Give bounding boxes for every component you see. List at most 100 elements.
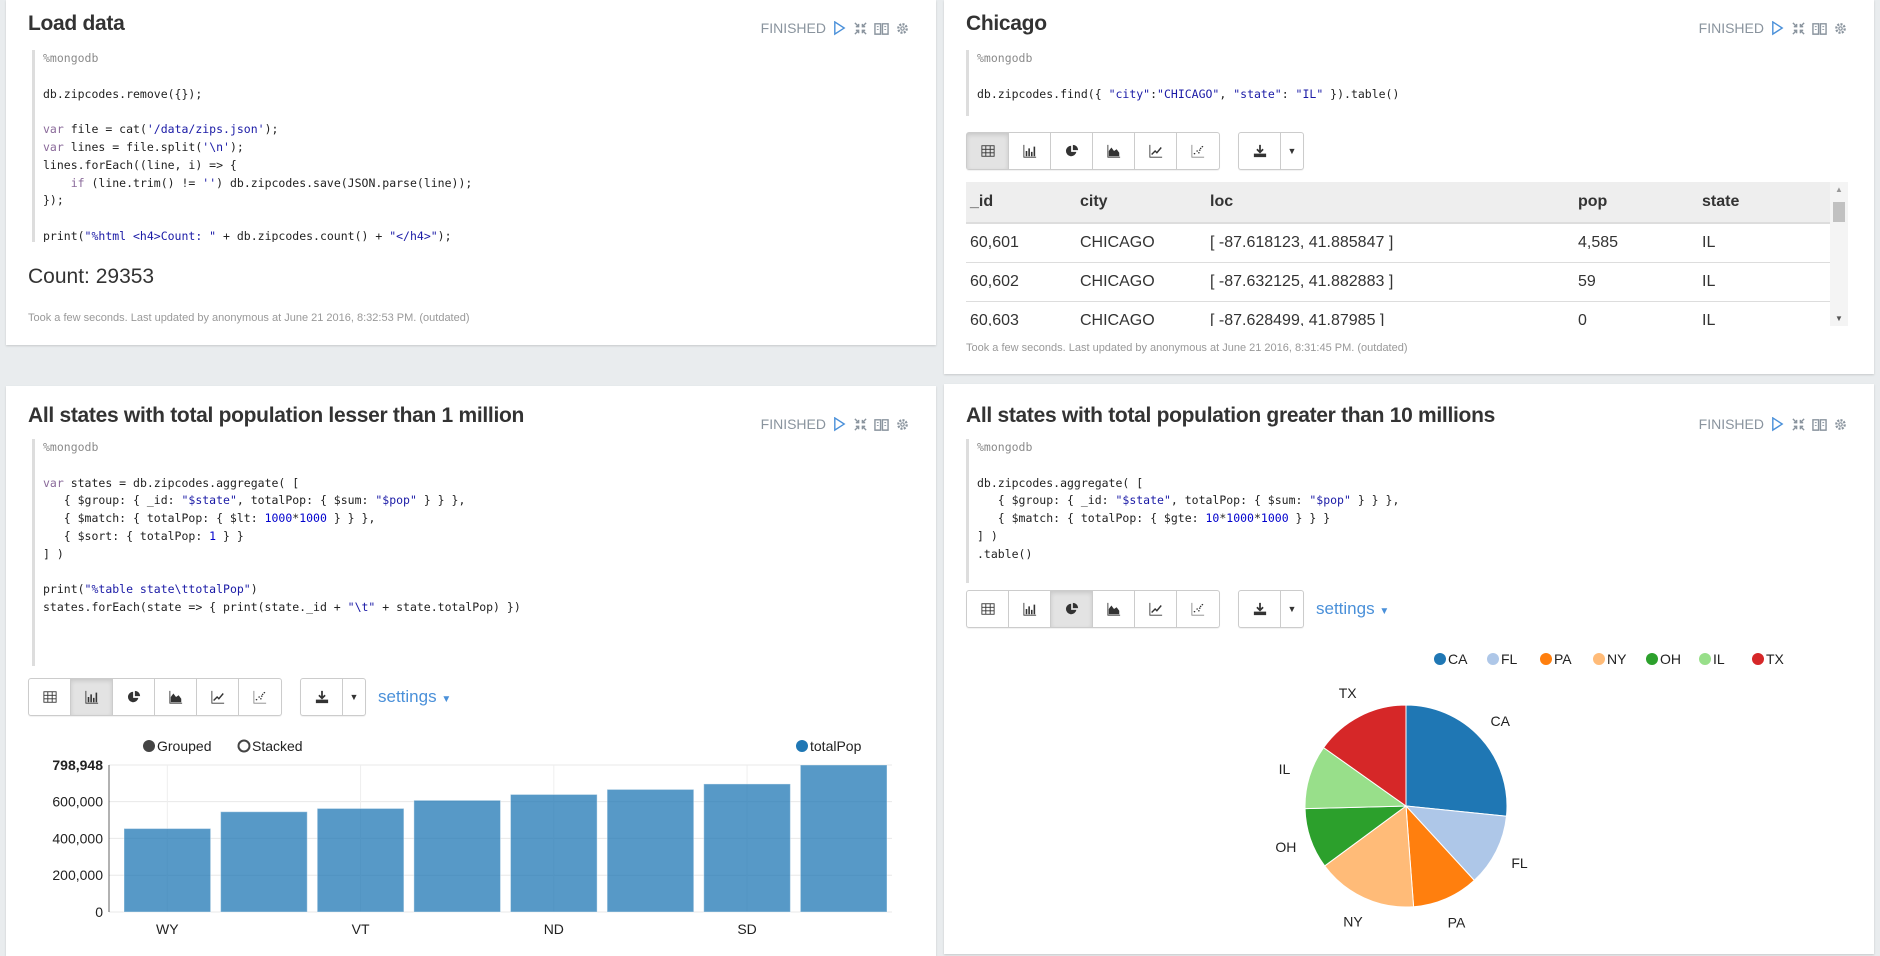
slice-label: PA: [1448, 915, 1466, 931]
visualization-toolbar: ▼ settings ▼: [966, 590, 1389, 628]
collapse-icon[interactable]: [1791, 21, 1806, 36]
scatter-chart-icon: [253, 690, 267, 704]
paragraph-title[interactable]: All states with total population greater…: [966, 404, 1495, 427]
grouped-label: Grouped: [157, 738, 211, 754]
slice-label: TX: [1339, 685, 1358, 701]
column-header[interactable]: state: [1702, 193, 1740, 210]
column-header[interactable]: city: [1080, 193, 1108, 210]
bar: [413, 799, 501, 913]
code-editor[interactable]: %mongodb var states = db.zipcodes.aggreg…: [32, 439, 912, 666]
paragraph-footer: Took a few seconds. Last updated by anon…: [966, 342, 1408, 354]
scatter-chart-button[interactable]: [1177, 133, 1219, 169]
area-chart-icon: [168, 690, 182, 704]
download-button[interactable]: [301, 679, 343, 715]
collapse-icon[interactable]: [853, 417, 868, 432]
book-icon[interactable]: [874, 417, 889, 432]
table-icon: [42, 691, 57, 703]
scatter-chart-button[interactable]: [1177, 591, 1219, 627]
pie-chart-button[interactable]: [113, 679, 155, 715]
pie-chart-icon: [127, 690, 140, 703]
line-chart-button[interactable]: [1135, 591, 1177, 627]
slice-label: NY: [1343, 913, 1363, 929]
settings-toggle[interactable]: settings ▼: [1316, 599, 1389, 619]
line-chart-button[interactable]: [1135, 133, 1177, 169]
table-button[interactable]: [967, 591, 1009, 627]
pie-chart-icon: [1065, 602, 1078, 615]
x-tick-label: ND: [544, 921, 564, 937]
paragraph-chicago: Chicago FINISHED %mongodb db.zipcodes.fi…: [944, 0, 1874, 374]
table-cell: 4,585: [1578, 233, 1619, 251]
table-cell: 60,603: [970, 311, 1019, 327]
caret-down-icon: ▼: [1379, 606, 1390, 617]
pie-chart: CA FL PA NY OH IL TX CA FL PA NY OH IL TX: [1275, 651, 1784, 931]
table-button[interactable]: [967, 133, 1009, 169]
stacked-label: Stacked: [252, 738, 303, 754]
column-header[interactable]: loc: [1210, 193, 1234, 210]
scatter-chart-button[interactable]: [239, 679, 281, 715]
paragraph-title[interactable]: All states with total population lesser …: [28, 404, 525, 427]
play-icon[interactable]: [1770, 416, 1785, 432]
gear-icon[interactable]: [1833, 417, 1848, 432]
table-row: 60,603 CHICAGO [ -87.628499, 41.87985 ] 0 IL: [966, 301, 1830, 327]
column-header[interactable]: _id: [970, 193, 994, 210]
area-chart-button[interactable]: [155, 679, 197, 715]
table-button[interactable]: [29, 679, 71, 715]
pie-slice: [1405, 804, 1476, 908]
bar-chart-button[interactable]: [1009, 133, 1051, 169]
area-chart-button[interactable]: [1093, 591, 1135, 627]
book-icon[interactable]: [1812, 21, 1827, 36]
visualization-toolbar: ▼: [966, 132, 1304, 170]
status-label: FINISHED: [760, 416, 826, 432]
grouped-radio: [143, 740, 155, 752]
column-header[interactable]: pop: [1578, 193, 1608, 210]
download-dropdown[interactable]: ▼: [1281, 133, 1303, 169]
chart-type-group: [966, 590, 1220, 628]
table-cell: 0: [1578, 311, 1587, 327]
download-button[interactable]: [1239, 133, 1281, 169]
legend-label: IL: [1713, 651, 1725, 667]
download-button[interactable]: [1239, 591, 1281, 627]
legend-label: OH: [1660, 651, 1681, 667]
pie-chart-button[interactable]: [1051, 133, 1093, 169]
play-icon[interactable]: [832, 416, 847, 432]
caret-down-icon: ▼: [1287, 604, 1297, 614]
play-icon[interactable]: [832, 20, 847, 36]
chart-type-group: [966, 132, 1220, 170]
table-cell: 60,601: [970, 233, 1019, 251]
area-chart-button[interactable]: [1093, 133, 1135, 169]
bar-chart-icon: [1022, 144, 1036, 158]
download-dropdown[interactable]: ▼: [1281, 591, 1303, 627]
download-dropdown[interactable]: ▼: [343, 679, 365, 715]
settings-toggle[interactable]: settings ▼: [378, 687, 451, 707]
caret-down-icon: ▼: [349, 692, 359, 702]
table-icon: [980, 145, 995, 157]
gear-icon[interactable]: [1833, 21, 1848, 36]
book-icon[interactable]: [1812, 417, 1827, 432]
paragraph-title[interactable]: Load data: [28, 12, 125, 35]
paragraph-load-data: Load data FINISHED %mongodb db.zipcodes.…: [6, 0, 936, 345]
code-editor[interactable]: %mongodb db.zipcodes.remove({}); var fil…: [32, 50, 912, 242]
area-chart-icon: [1106, 144, 1120, 158]
collapse-icon[interactable]: [1791, 417, 1806, 432]
pie-chart-button[interactable]: [1051, 591, 1093, 627]
bar-chart-button[interactable]: [1009, 591, 1051, 627]
table-cell: [ -87.628499, 41.87985 ]: [1210, 311, 1385, 327]
book-icon[interactable]: [874, 21, 889, 36]
collapse-icon[interactable]: [853, 21, 868, 36]
table-cell: [ -87.632125, 41.882883 ]: [1210, 272, 1394, 290]
line-chart-button[interactable]: [197, 679, 239, 715]
x-tick-label: WY: [156, 921, 179, 937]
legend-label: totalPop: [810, 738, 862, 754]
code-editor[interactable]: %mongodb db.zipcodes.aggregate( [ { $gro…: [966, 439, 1846, 583]
bar-chart-button[interactable]: [71, 679, 113, 715]
code-editor[interactable]: %mongodb db.zipcodes.find({ "city":"CHIC…: [966, 50, 1846, 116]
x-tick-label: VT: [352, 921, 370, 937]
play-icon[interactable]: [1770, 20, 1785, 36]
paragraph-states-gt-10m: All states with total population greater…: [944, 384, 1874, 954]
table-row: 60,602 CHICAGO [ -87.632125, 41.882883 ] 59…: [966, 262, 1830, 301]
gear-icon[interactable]: [895, 21, 910, 36]
paragraph-title[interactable]: Chicago: [966, 12, 1047, 35]
caret-down-icon: ▼: [441, 694, 452, 705]
table-scrollbar[interactable]: ▲ ▼: [1830, 182, 1848, 326]
gear-icon[interactable]: [895, 417, 910, 432]
